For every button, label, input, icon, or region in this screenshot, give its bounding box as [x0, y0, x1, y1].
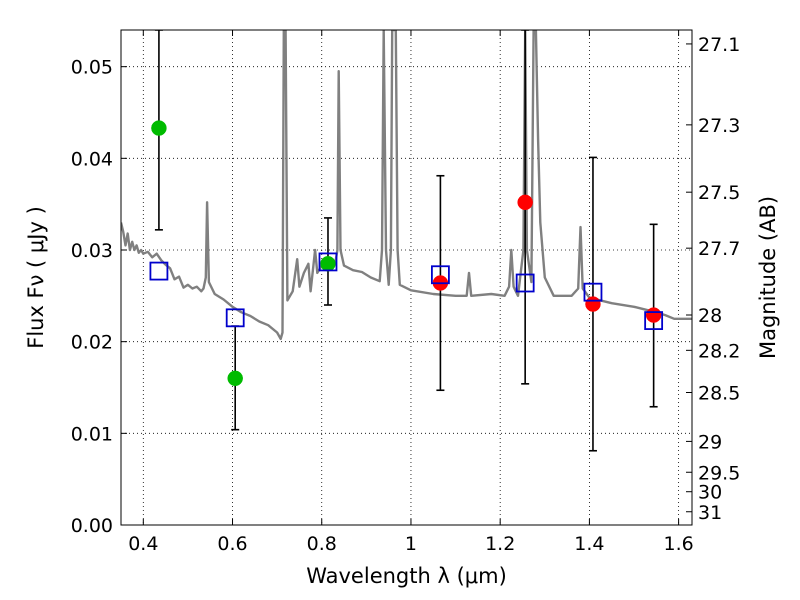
magnitude-axis-label: Magnitude (AB) — [756, 196, 780, 359]
photometry-point — [151, 120, 167, 136]
x-tick-label: 1.6 — [664, 533, 694, 555]
model-square — [431, 265, 450, 285]
plot-frame — [120, 29, 693, 526]
y-axis-label: Flux Fν ( μJy ) — [24, 206, 48, 349]
mag-tick-label: 29.5 — [698, 462, 740, 484]
mag-tick-label: 27.7 — [698, 238, 740, 260]
mag-tick-label: 31 — [698, 502, 722, 524]
grid — [121, 30, 692, 526]
mag-tick-label: 29 — [698, 431, 722, 453]
mag-tick-label: 28.5 — [698, 383, 740, 405]
photometry-point — [585, 296, 601, 312]
y-tick-label: 0.00 — [71, 515, 113, 537]
error-bars — [154, 30, 658, 452]
model-square — [644, 311, 664, 330]
photometry-point — [517, 194, 533, 211]
model-square — [583, 282, 603, 302]
model-square — [515, 273, 535, 293]
axis-ticks — [121, 30, 692, 526]
mag-tick-label: 27.5 — [698, 182, 740, 204]
spectrum-line — [121, 30, 692, 341]
x-tick-label: 0.6 — [217, 533, 247, 555]
y-tick-label: 0.02 — [71, 332, 113, 354]
mag-tick-label: 27.3 — [698, 115, 740, 137]
model-square — [318, 252, 338, 272]
y-tick-label: 0.05 — [71, 57, 113, 79]
x-tick-label: 1.4 — [574, 533, 604, 555]
mag-tick-label: 30 — [698, 482, 722, 504]
x-axis-label: Wavelength λ (μm) — [306, 564, 507, 588]
y-tick-label: 0.03 — [71, 240, 113, 262]
y-tick-label: 0.01 — [71, 423, 113, 445]
tick-labels: 0.4 0.6 0.8 1 1.2 1.4 1.6 0.00 0.01 0.02 0.03 0.04 0… — [71, 34, 741, 555]
photometry-point — [645, 307, 662, 323]
data-markers — [149, 120, 664, 387]
model-square — [225, 308, 245, 328]
mag-tick-label: 28 — [698, 305, 722, 327]
y-tick-label: 0.04 — [71, 148, 113, 170]
x-tick-label: 0.4 — [128, 533, 158, 555]
mag-tick-label: 27.1 — [698, 34, 740, 56]
photometry-point — [227, 370, 243, 387]
x-tick-label: 1.2 — [485, 533, 515, 555]
mag-tick-label: 28.2 — [698, 340, 740, 362]
model-spectrum — [121, 30, 692, 341]
x-tick-label: 1 — [405, 533, 417, 555]
photometry-point — [320, 256, 336, 272]
x-tick-label: 0.8 — [307, 533, 337, 555]
model-square — [149, 261, 169, 281]
